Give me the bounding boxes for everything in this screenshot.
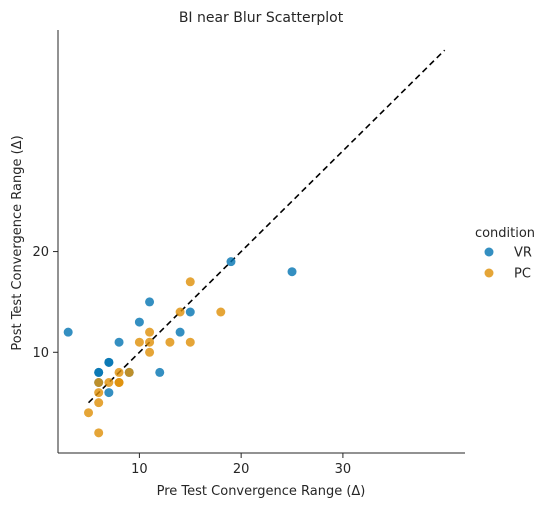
x-tick-label-30: 30: [335, 462, 352, 477]
y-tick-label-20: 20: [32, 245, 49, 260]
point-pc-14: [165, 337, 175, 347]
y-tick-label-10: 10: [32, 346, 49, 361]
point-vr-0: [63, 327, 73, 337]
x-tick-label-10: 10: [131, 462, 148, 477]
point-pc-11: [145, 347, 155, 357]
point-pc-3: [94, 388, 104, 398]
point-pc-2: [94, 398, 104, 408]
point-pc-9: [124, 367, 134, 377]
point-pc-15: [175, 307, 185, 317]
legend-marker-vr: [484, 247, 494, 257]
point-pc-7: [114, 378, 124, 387]
points-layer: [63, 257, 297, 438]
point-vr-13: [185, 307, 195, 317]
reference-line-layer: [87, 49, 446, 404]
chart-title: BI near Blur Scatterplot: [179, 10, 344, 26]
point-pc-10: [134, 337, 144, 347]
y-axis-title: Post Test Convergence Range (Δ): [10, 135, 25, 350]
point-vr-10: [145, 297, 155, 307]
point-pc-13: [145, 327, 155, 337]
axes-layer: 10 20 30 10 20: [32, 30, 465, 477]
point-vr-14: [226, 257, 236, 267]
point-pc-5: [104, 378, 114, 387]
point-vr-3: [94, 367, 104, 377]
legend: condition VR PC: [475, 226, 535, 282]
legend-title: condition: [475, 226, 535, 241]
point-vr-11: [155, 367, 165, 377]
point-pc-0: [84, 408, 94, 418]
legend-marker-pc: [484, 268, 494, 278]
legend-label-pc: PC: [514, 267, 531, 282]
point-pc-18: [216, 307, 226, 317]
point-pc-17: [185, 277, 195, 287]
legend-label-vr: VR: [514, 246, 532, 261]
point-vr-7: [114, 337, 124, 347]
point-pc-16: [185, 337, 195, 347]
x-axis-title: Pre Test Convergence Range (Δ): [157, 484, 366, 499]
point-pc-12: [145, 337, 155, 347]
point-vr-6: [104, 357, 114, 367]
point-pc-8: [114, 367, 124, 377]
point-vr-4: [104, 388, 114, 398]
point-vr-12: [175, 327, 185, 337]
point-pc-1: [94, 428, 104, 438]
point-pc-4: [94, 378, 104, 387]
point-vr-9: [134, 317, 144, 327]
identity-line: [87, 49, 446, 404]
point-vr-15: [287, 267, 297, 277]
x-tick-label-20: 20: [233, 462, 250, 477]
